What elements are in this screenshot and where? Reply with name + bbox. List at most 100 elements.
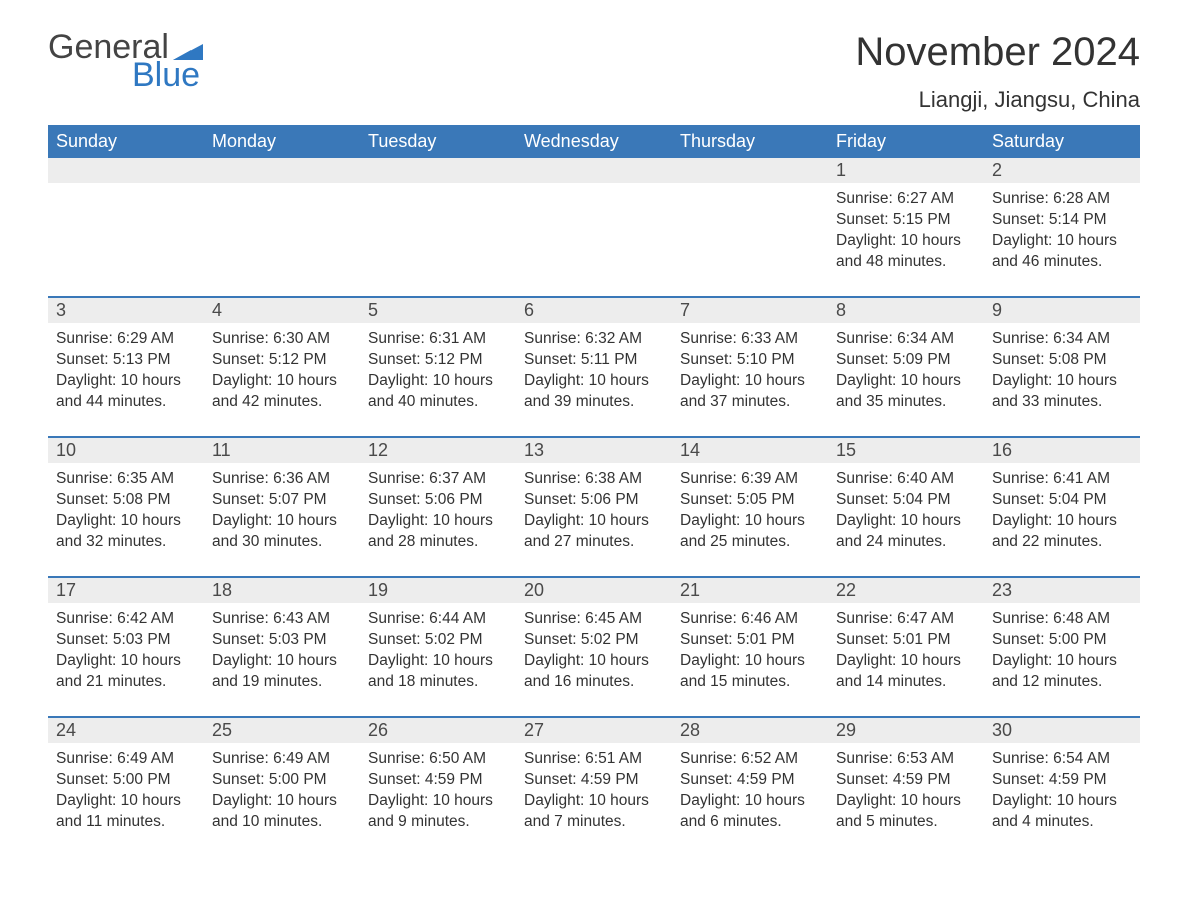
- day-number: 23: [984, 578, 1140, 603]
- day-details: Sunrise: 6:28 AMSunset: 5:14 PMDaylight:…: [984, 183, 1140, 277]
- day-details: Sunrise: 6:43 AMSunset: 5:03 PMDaylight:…: [204, 603, 360, 697]
- day-number: 18: [204, 578, 360, 603]
- daylight-text: Daylight: 10 hours and 32 minutes.: [56, 511, 196, 553]
- daylight-text: Daylight: 10 hours and 46 minutes.: [992, 231, 1132, 273]
- weekday-header-row: Sunday Monday Tuesday Wednesday Thursday…: [48, 125, 1140, 158]
- day-number: 26: [360, 718, 516, 743]
- sunset-text: Sunset: 5:11 PM: [524, 350, 664, 371]
- calendar-week: 10Sunrise: 6:35 AMSunset: 5:08 PMDayligh…: [48, 436, 1140, 558]
- calendar: Sunday Monday Tuesday Wednesday Thursday…: [48, 125, 1140, 838]
- daylight-text: Daylight: 10 hours and 39 minutes.: [524, 371, 664, 413]
- sunrise-text: Sunrise: 6:48 AM: [992, 609, 1132, 630]
- day-details: Sunrise: 6:51 AMSunset: 4:59 PMDaylight:…: [516, 743, 672, 837]
- daylight-text: Daylight: 10 hours and 19 minutes.: [212, 651, 352, 693]
- calendar-day: 23Sunrise: 6:48 AMSunset: 5:00 PMDayligh…: [984, 578, 1140, 698]
- sunrise-text: Sunrise: 6:32 AM: [524, 329, 664, 350]
- day-details: Sunrise: 6:33 AMSunset: 5:10 PMDaylight:…: [672, 323, 828, 417]
- day-details: Sunrise: 6:32 AMSunset: 5:11 PMDaylight:…: [516, 323, 672, 417]
- sunset-text: Sunset: 5:08 PM: [56, 490, 196, 511]
- day-details: Sunrise: 6:50 AMSunset: 4:59 PMDaylight:…: [360, 743, 516, 837]
- calendar-day: 8Sunrise: 6:34 AMSunset: 5:09 PMDaylight…: [828, 298, 984, 418]
- day-number: 10: [48, 438, 204, 463]
- sunrise-text: Sunrise: 6:47 AM: [836, 609, 976, 630]
- day-number: 27: [516, 718, 672, 743]
- sunset-text: Sunset: 5:04 PM: [836, 490, 976, 511]
- calendar-week: .....1Sunrise: 6:27 AMSunset: 5:15 PMDay…: [48, 158, 1140, 278]
- sunrise-text: Sunrise: 6:27 AM: [836, 189, 976, 210]
- day-number: 8: [828, 298, 984, 323]
- calendar-day: 25Sunrise: 6:49 AMSunset: 5:00 PMDayligh…: [204, 718, 360, 838]
- daylight-text: Daylight: 10 hours and 14 minutes.: [836, 651, 976, 693]
- calendar-day: 22Sunrise: 6:47 AMSunset: 5:01 PMDayligh…: [828, 578, 984, 698]
- sunrise-text: Sunrise: 6:37 AM: [368, 469, 508, 490]
- daylight-text: Daylight: 10 hours and 27 minutes.: [524, 511, 664, 553]
- sunrise-text: Sunrise: 6:54 AM: [992, 749, 1132, 770]
- daylight-text: Daylight: 10 hours and 37 minutes.: [680, 371, 820, 413]
- sunrise-text: Sunrise: 6:35 AM: [56, 469, 196, 490]
- weekday-header: Monday: [204, 125, 360, 158]
- day-details: Sunrise: 6:44 AMSunset: 5:02 PMDaylight:…: [360, 603, 516, 697]
- day-number: 7: [672, 298, 828, 323]
- sunset-text: Sunset: 4:59 PM: [368, 770, 508, 791]
- day-number: 29: [828, 718, 984, 743]
- day-details: Sunrise: 6:54 AMSunset: 4:59 PMDaylight:…: [984, 743, 1140, 837]
- sunset-text: Sunset: 5:12 PM: [368, 350, 508, 371]
- day-details: Sunrise: 6:41 AMSunset: 5:04 PMDaylight:…: [984, 463, 1140, 557]
- sunset-text: Sunset: 5:13 PM: [56, 350, 196, 371]
- weekday-header: Tuesday: [360, 125, 516, 158]
- sunrise-text: Sunrise: 6:42 AM: [56, 609, 196, 630]
- calendar-day: 2Sunrise: 6:28 AMSunset: 5:14 PMDaylight…: [984, 158, 1140, 278]
- daylight-text: Daylight: 10 hours and 24 minutes.: [836, 511, 976, 553]
- daylight-text: Daylight: 10 hours and 15 minutes.: [680, 651, 820, 693]
- sunset-text: Sunset: 5:09 PM: [836, 350, 976, 371]
- daylight-text: Daylight: 10 hours and 9 minutes.: [368, 791, 508, 833]
- calendar-day: 7Sunrise: 6:33 AMSunset: 5:10 PMDaylight…: [672, 298, 828, 418]
- sunrise-text: Sunrise: 6:34 AM: [992, 329, 1132, 350]
- day-number: 15: [828, 438, 984, 463]
- day-number: 4: [204, 298, 360, 323]
- sunset-text: Sunset: 4:59 PM: [992, 770, 1132, 791]
- day-number: 11: [204, 438, 360, 463]
- sunset-text: Sunset: 5:15 PM: [836, 210, 976, 231]
- daylight-text: Daylight: 10 hours and 48 minutes.: [836, 231, 976, 273]
- calendar-week: 17Sunrise: 6:42 AMSunset: 5:03 PMDayligh…: [48, 576, 1140, 698]
- day-number: 17: [48, 578, 204, 603]
- sunset-text: Sunset: 5:03 PM: [212, 630, 352, 651]
- weekday-header: Saturday: [984, 125, 1140, 158]
- sunrise-text: Sunrise: 6:44 AM: [368, 609, 508, 630]
- day-number: 12: [360, 438, 516, 463]
- day-number: 16: [984, 438, 1140, 463]
- day-number: .: [204, 158, 360, 183]
- daylight-text: Daylight: 10 hours and 10 minutes.: [212, 791, 352, 833]
- daylight-text: Daylight: 10 hours and 28 minutes.: [368, 511, 508, 553]
- title-block: November 2024 Liangji, Jiangsu, China: [855, 30, 1140, 113]
- sunset-text: Sunset: 5:06 PM: [524, 490, 664, 511]
- day-details: Sunrise: 6:49 AMSunset: 5:00 PMDaylight:…: [204, 743, 360, 837]
- day-number: 19: [360, 578, 516, 603]
- sunrise-text: Sunrise: 6:31 AM: [368, 329, 508, 350]
- location-text: Liangji, Jiangsu, China: [855, 87, 1140, 113]
- calendar-day: 9Sunrise: 6:34 AMSunset: 5:08 PMDaylight…: [984, 298, 1140, 418]
- sunset-text: Sunset: 5:12 PM: [212, 350, 352, 371]
- daylight-text: Daylight: 10 hours and 44 minutes.: [56, 371, 196, 413]
- day-number: 28: [672, 718, 828, 743]
- sunset-text: Sunset: 5:01 PM: [680, 630, 820, 651]
- daylight-text: Daylight: 10 hours and 42 minutes.: [212, 371, 352, 413]
- calendar-day: 21Sunrise: 6:46 AMSunset: 5:01 PMDayligh…: [672, 578, 828, 698]
- sunset-text: Sunset: 5:03 PM: [56, 630, 196, 651]
- sunrise-text: Sunrise: 6:52 AM: [680, 749, 820, 770]
- day-number: 3: [48, 298, 204, 323]
- calendar-day: .: [48, 158, 204, 278]
- sunset-text: Sunset: 4:59 PM: [836, 770, 976, 791]
- page-header: General Blue November 2024 Liangji, Jian…: [48, 30, 1140, 113]
- day-details: Sunrise: 6:34 AMSunset: 5:09 PMDaylight:…: [828, 323, 984, 417]
- day-number: 5: [360, 298, 516, 323]
- day-details: Sunrise: 6:46 AMSunset: 5:01 PMDaylight:…: [672, 603, 828, 697]
- calendar-day: .: [360, 158, 516, 278]
- sunset-text: Sunset: 5:02 PM: [368, 630, 508, 651]
- calendar-day: 6Sunrise: 6:32 AMSunset: 5:11 PMDaylight…: [516, 298, 672, 418]
- calendar-week: 3Sunrise: 6:29 AMSunset: 5:13 PMDaylight…: [48, 296, 1140, 418]
- daylight-text: Daylight: 10 hours and 7 minutes.: [524, 791, 664, 833]
- calendar-day: 12Sunrise: 6:37 AMSunset: 5:06 PMDayligh…: [360, 438, 516, 558]
- calendar-day: .: [516, 158, 672, 278]
